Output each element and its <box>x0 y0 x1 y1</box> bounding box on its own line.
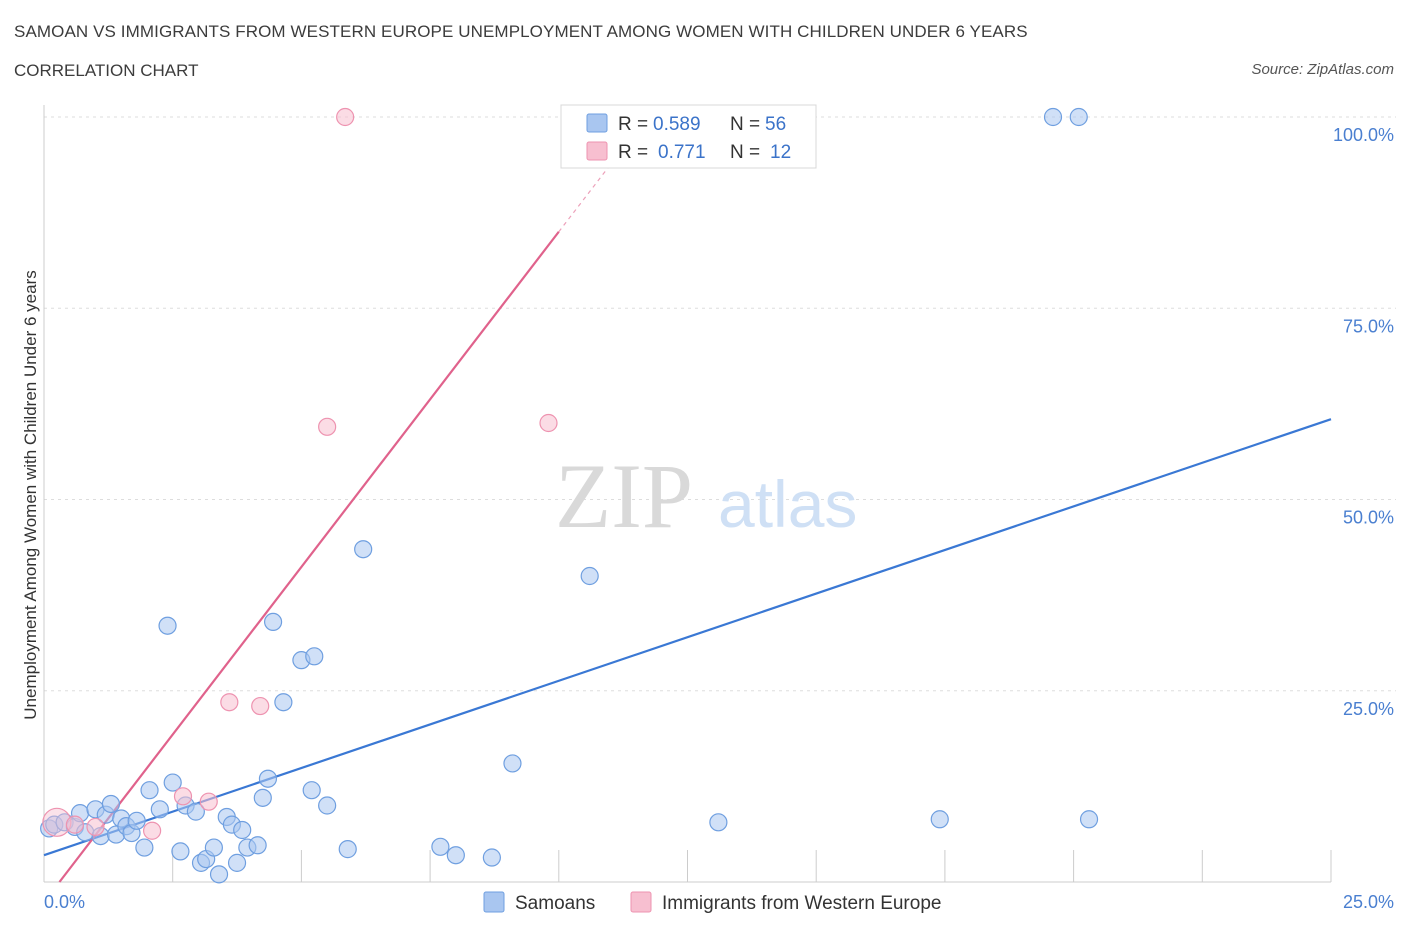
samoans-point <box>135 838 154 857</box>
y-tick-label-100: 100.0% <box>1333 125 1394 145</box>
immigrants-point <box>143 821 162 840</box>
immigrants-point <box>86 817 105 837</box>
samoans-n-value: 56 <box>765 114 786 135</box>
immigrants-r-label: R = <box>618 142 648 163</box>
samoans-point <box>446 846 465 865</box>
source-credit: Source: ZipAtlas.com <box>1251 61 1394 78</box>
samoans-point <box>150 800 169 819</box>
samoans-point <box>354 540 373 559</box>
samoans-point <box>580 566 599 586</box>
immigrants-point <box>318 417 337 436</box>
samoans-point <box>263 612 283 632</box>
y-tick-label-50: 50.0% <box>1343 508 1394 528</box>
samoans-point <box>233 820 252 840</box>
samoans-n-label: N = <box>730 114 760 135</box>
watermark: ZIP atlas <box>555 445 857 547</box>
samoans-r-value: 0.589 <box>653 114 701 135</box>
y-tick-labels: 25.0% 50.0% 75.0% 100.0% <box>1333 125 1394 719</box>
trend-lines <box>43 151 1332 883</box>
immigrants-n-label: N = <box>730 142 760 163</box>
legend-samoans-label: Samoans <box>515 893 595 914</box>
samoans-point <box>158 616 177 635</box>
samoans-point <box>338 840 357 859</box>
watermark-zip: ZIP <box>555 445 693 547</box>
chart-title: SAMOAN VS IMMIGRANTS FROM WESTERN EUROPE… <box>14 22 1028 41</box>
samoans-point <box>209 865 229 884</box>
x-ticks <box>172 850 1332 882</box>
samoans-point <box>302 781 321 800</box>
immigrants-n-value: 12 <box>770 142 791 163</box>
samoans-point <box>127 811 146 830</box>
samoans-point <box>305 647 324 666</box>
x-tick-label-max: 25.0% <box>1343 892 1394 912</box>
immigrants-trend-extension <box>558 151 622 233</box>
immigrants-point <box>220 693 239 712</box>
samoans-point <box>258 769 278 788</box>
samoans-point <box>318 796 337 815</box>
gridlines <box>44 116 1396 692</box>
samoans-point <box>186 802 205 821</box>
immigrants-points <box>42 107 558 840</box>
samoans-point <box>482 848 501 867</box>
samoans-point <box>227 853 247 872</box>
samoans-point <box>204 838 223 857</box>
samoans-point <box>1043 107 1063 127</box>
samoans-point <box>248 836 267 855</box>
stats-box: R = 0.589 N = 56 R = 0.771 N = 12 <box>560 104 817 169</box>
y-tick-label-25: 25.0% <box>1343 699 1394 719</box>
samoans-point <box>140 781 159 800</box>
samoans-point <box>163 773 182 792</box>
immigrants-trend-line <box>58 231 560 883</box>
legend-immigrants-swatch <box>630 891 652 913</box>
y-axis-label: Unemployment Among Women with Children U… <box>21 270 40 719</box>
legend-samoans-swatch <box>483 891 505 913</box>
watermark-atlas: atlas <box>718 467 857 541</box>
legend: Samoans Immigrants from Western Europe <box>483 891 941 914</box>
samoans-point <box>274 693 293 712</box>
immigrants-r-value: 0.771 <box>658 142 706 163</box>
immigrants-swatch <box>586 141 608 161</box>
chart-subtitle: CORRELATION CHART <box>14 61 199 80</box>
samoans-point <box>101 794 121 814</box>
samoans-point <box>1069 107 1088 127</box>
samoans-swatch <box>586 113 608 133</box>
samoans-points <box>40 107 1099 884</box>
immigrants-point <box>336 107 355 127</box>
immigrants-point <box>199 792 218 811</box>
immigrants-point <box>65 815 84 834</box>
x-tick-label-min: 0.0% <box>44 892 85 912</box>
samoans-point <box>930 810 949 829</box>
immigrants-point <box>173 787 193 806</box>
samoans-point <box>171 842 190 861</box>
samoans-trend-line <box>43 418 1332 857</box>
immigrants-point <box>539 413 558 433</box>
samoans-r-label: R = <box>618 114 648 135</box>
samoans-point <box>431 837 450 856</box>
legend-immigrants-label: Immigrants from Western Europe <box>662 893 941 914</box>
samoans-point <box>1079 810 1099 829</box>
immigrants-point <box>251 696 270 716</box>
y-tick-label-75: 75.0% <box>1343 316 1394 336</box>
samoans-point <box>253 788 272 807</box>
samoans-point <box>709 813 728 832</box>
samoans-point <box>503 754 522 773</box>
